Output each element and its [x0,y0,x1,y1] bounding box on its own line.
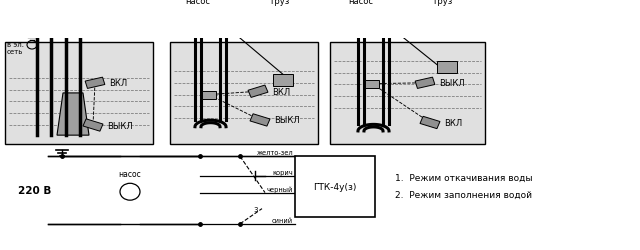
Text: ВКЛ: ВКЛ [444,118,462,128]
Text: ВЫКЛ: ВЫКЛ [274,116,300,125]
Polygon shape [250,114,270,126]
Text: ВЫКЛ: ВЫКЛ [439,79,465,88]
Text: черный: черный [267,186,293,192]
Bar [295,157,375,217]
Text: 2.  Режим заполнения водой: 2. Режим заполнения водой [395,190,532,199]
Bar [437,62,457,73]
Bar [171,68,317,143]
Bar [331,58,484,143]
Bar [170,43,318,144]
Text: 1.  Режим откачивания воды: 1. Режим откачивания воды [395,173,532,182]
Polygon shape [57,94,89,136]
Text: насос: насос [186,0,211,6]
Bar [273,75,293,87]
Circle shape [120,184,140,200]
Polygon shape [85,78,105,89]
Text: корич: корич [272,169,293,175]
Polygon shape [83,119,103,132]
Bar [5,43,153,144]
Text: насос: насос [349,0,374,6]
Bar [330,43,485,144]
Bar [365,81,379,88]
Bar [6,75,152,143]
Text: насос: насос [118,170,141,178]
Polygon shape [248,86,268,98]
Text: 220 В: 220 В [18,185,51,195]
Text: груз: груз [270,0,290,6]
Text: в эл.
сеть: в эл. сеть [7,42,24,54]
Text: ГТК-4у(з): ГТК-4у(з) [314,182,356,192]
Text: ВКЛ: ВКЛ [109,79,127,88]
Text: синий: синий [272,217,293,223]
Text: 3: 3 [253,206,259,212]
Polygon shape [415,78,435,89]
Polygon shape [420,117,440,129]
Text: желто-зел: желто-зел [257,150,293,156]
Text: груз: груз [433,0,452,6]
Text: ВКЛ: ВКЛ [272,88,291,96]
Text: ВЫКЛ: ВЫКЛ [107,121,132,130]
Bar [202,92,216,100]
